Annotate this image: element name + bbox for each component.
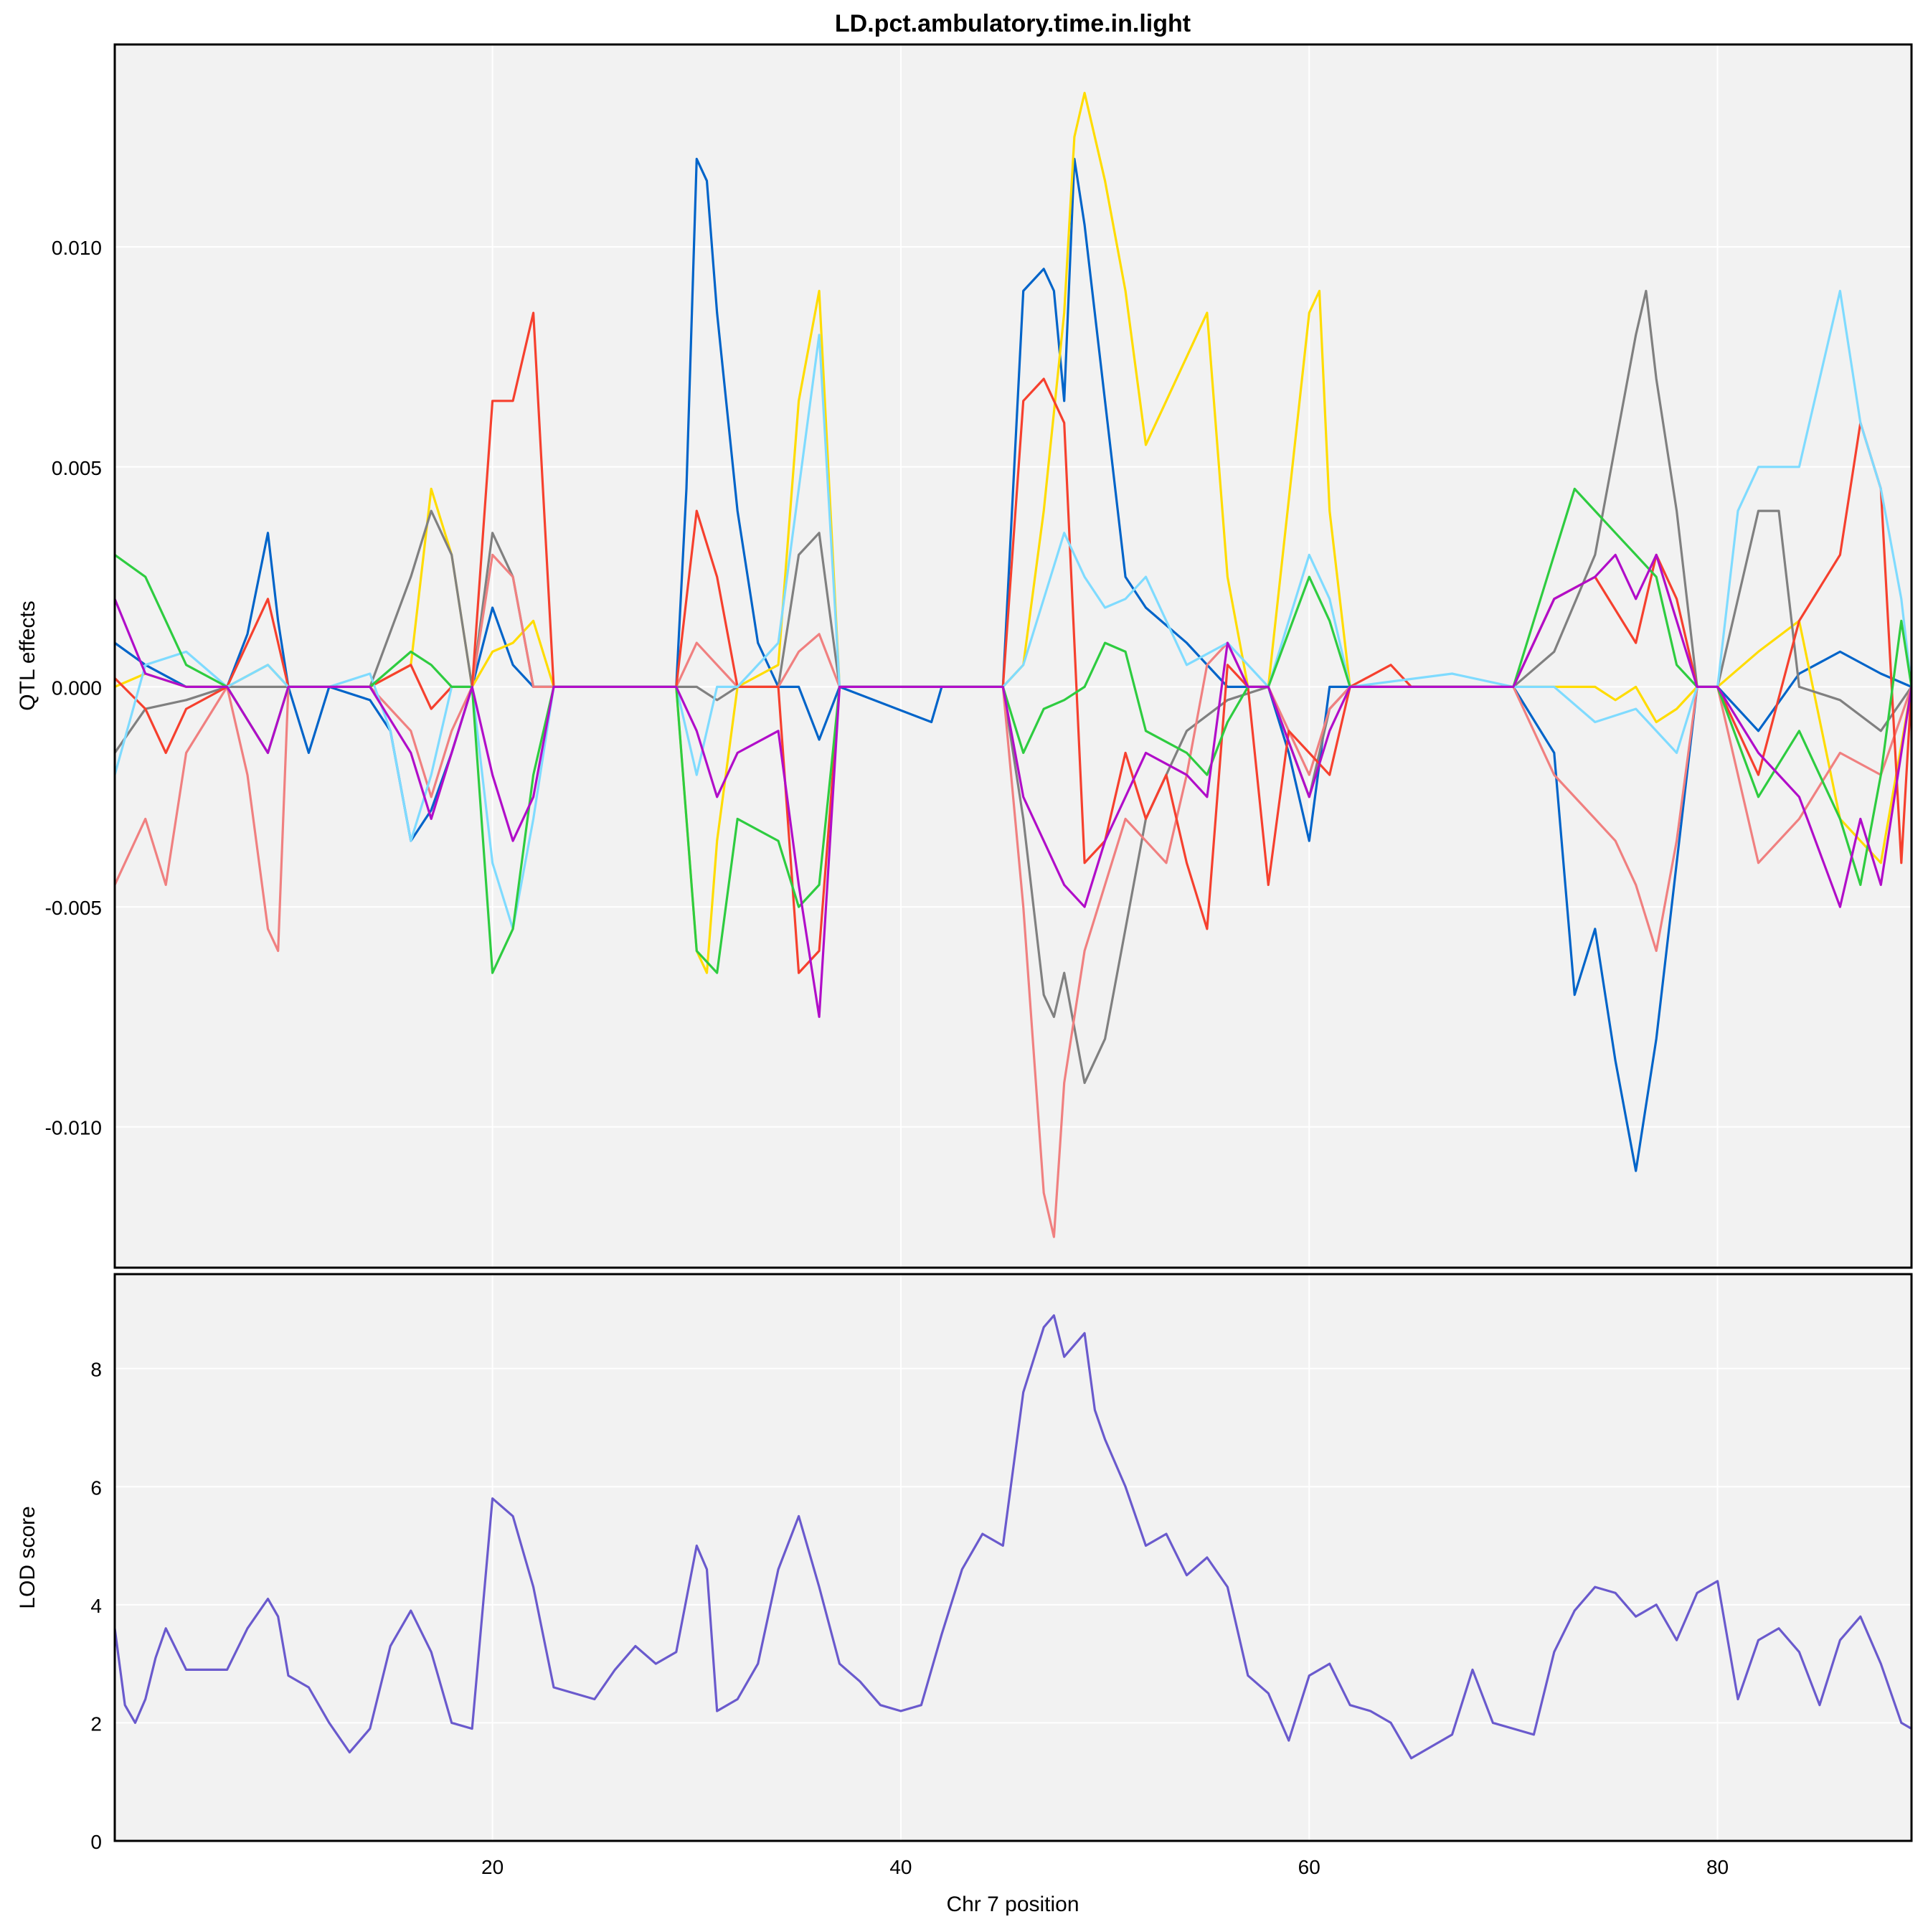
x-tick-label: 20: [481, 1856, 504, 1878]
qtl-effects-series-line-5: [115, 289, 1912, 930]
qtl-effects-series-line-1: [115, 91, 1912, 974]
qtl-effects-plot-background: [115, 44, 1912, 1268]
qtl-effects-y-tick-label: -0.005: [45, 897, 102, 919]
qtl-effects-y-tick-label: 0.010: [52, 237, 102, 259]
x-tick-label: 60: [1298, 1856, 1320, 1878]
lod-y-tick-label: 6: [90, 1476, 102, 1499]
qtl-effects-y-ticks: -0.010 -0.005 0.000 0.005 0.010: [45, 237, 102, 1139]
qtl-effects-panel: -0.010 -0.005 0.000 0.005 0.010 QTL effects: [16, 43, 1913, 1269]
x-tick-label: 40: [889, 1856, 912, 1878]
qtl-effects-lines: [115, 91, 1912, 1238]
qtl-effects-y-axis-label: QTL effects: [16, 600, 39, 710]
x-axis-label: Chr 7 position: [946, 1893, 1079, 1916]
lod-lines: [115, 1314, 1912, 1760]
qtl-effects-series-line-2: [115, 289, 1912, 1084]
chart-title: LD.pct.ambulatory.time.in.light: [835, 10, 1191, 37]
qtl-effects-y-tick-label: -0.010: [45, 1117, 102, 1139]
lod-y-tick-label: 8: [90, 1359, 102, 1381]
lod-plot-background: [115, 1274, 1912, 1841]
lod-score-panel: 0 2 4 6 8 20 40 60 80 LOD score Chr 7 position: [16, 1273, 1913, 1916]
lod-y-tick-label: 2: [90, 1712, 102, 1735]
qtl-effects-grid: [115, 44, 1912, 1268]
lod-x-ticks: 20 40 60 80: [481, 1856, 1729, 1878]
qtl-effects-series-line-7: [115, 553, 1912, 1018]
lod-y-axis-label: LOD score: [16, 1506, 39, 1608]
qtl-effects-series-line-6: [115, 487, 1912, 974]
lod-plot-frame: [113, 1273, 1913, 1842]
lod-series-line-0: [115, 1314, 1912, 1760]
lod-y-ticks: 0 2 4 6 8: [90, 1359, 102, 1853]
lod-y-tick-label: 4: [90, 1595, 102, 1617]
qtl-effects-plot-frame: [113, 43, 1913, 1269]
qtl-effects-y-tick-label: 0.005: [52, 457, 102, 479]
qtl-effects-y-tick-label: 0.000: [52, 677, 102, 699]
lod-y-tick-label: 0: [90, 1831, 102, 1853]
x-tick-label: 80: [1706, 1856, 1729, 1878]
